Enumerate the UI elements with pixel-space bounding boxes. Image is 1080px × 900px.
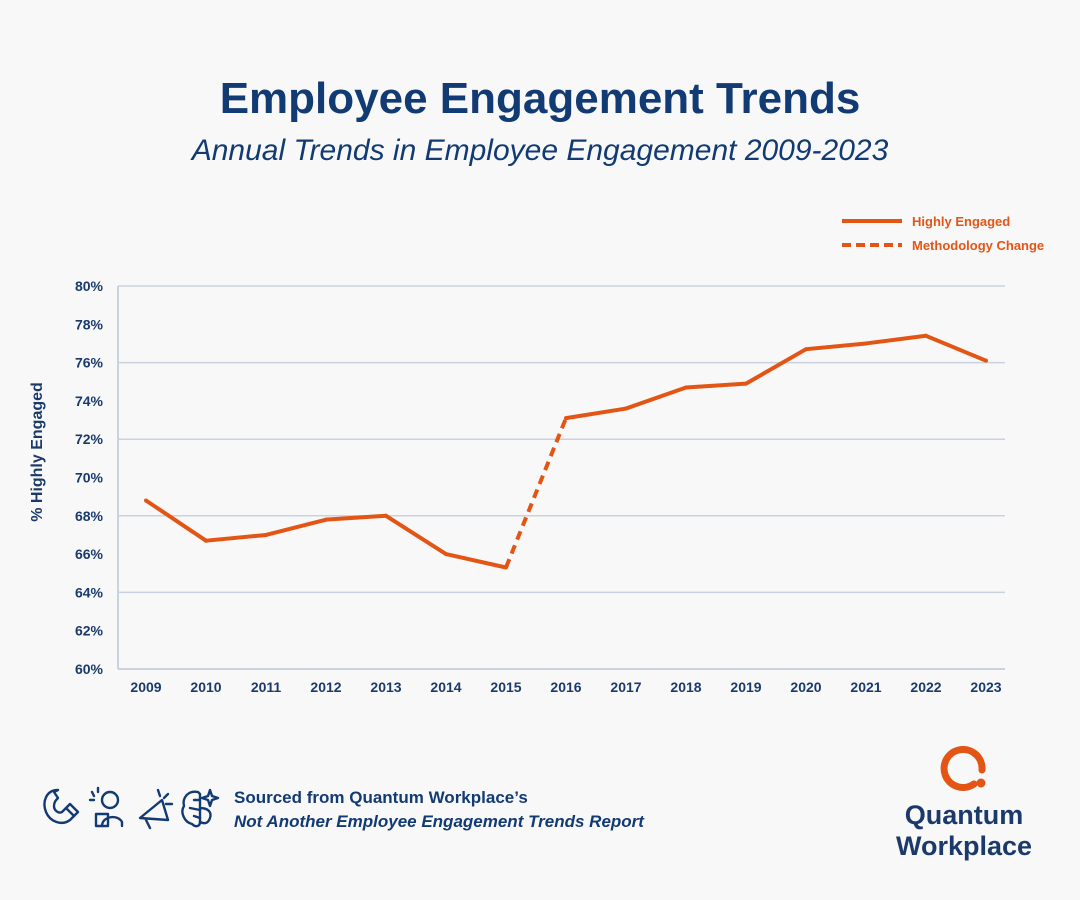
data-point (864, 341, 868, 346)
data-point (504, 565, 508, 570)
people-icon (88, 786, 124, 828)
data-point (564, 416, 568, 421)
data-point (984, 358, 988, 363)
y-tick-label: 62% (75, 623, 104, 639)
x-tick-label: 2011 (251, 679, 282, 695)
series-line-pre-2016 (144, 498, 507, 570)
source-line-2: Not Another Employee Engagement Trends R… (234, 812, 644, 831)
x-tick-label: 2020 (790, 679, 821, 695)
x-tick-label: 2009 (130, 679, 161, 695)
source-line-1: Sourced from Quantum Workplace’s (234, 788, 528, 807)
x-tick-label: 2013 (370, 679, 401, 695)
y-tick-label: 76% (75, 355, 104, 371)
y-tick-label: 60% (75, 661, 104, 677)
series-line-post-2016 (565, 333, 987, 421)
page-title: Employee Engagement Trends (219, 74, 861, 123)
y-axis-label: % Highly Engaged (29, 382, 46, 522)
x-tick-label: 2012 (310, 679, 341, 695)
y-tick-label: 64% (75, 584, 104, 600)
logo-text-2: Workplace (895, 831, 1033, 861)
x-tick-label: 2021 (850, 679, 881, 695)
brain-icon (181, 788, 220, 828)
y-tick-label: 66% (75, 546, 104, 562)
data-point (324, 517, 328, 522)
source-note: Sourced from Quantum Workplace’s Not Ano… (234, 786, 644, 834)
legend-label-methodology-change: Methodology Change (912, 238, 1044, 253)
y-tick-label: 68% (75, 508, 104, 524)
data-point (384, 513, 388, 518)
y-tick-label: 74% (75, 393, 104, 409)
data-point (804, 347, 808, 352)
y-tick-label: 78% (75, 316, 104, 332)
legend-label-highly-engaged: Highly Engaged (912, 214, 1010, 229)
data-point (204, 538, 208, 543)
data-point (924, 333, 928, 338)
y-tick-label: 80% (75, 278, 104, 294)
data-point (444, 552, 448, 557)
x-tick-label: 2015 (490, 679, 521, 695)
y-tick-label: 72% (75, 431, 104, 447)
x-tick-label: 2023 (970, 679, 1001, 695)
x-tick-label: 2016 (550, 679, 581, 695)
x-tick-label: 2018 (670, 679, 701, 695)
page-subtitle: Annual Trends in Employee Engagement 200… (191, 134, 889, 167)
x-tick-label: 2019 (730, 679, 761, 695)
megaphone-icon (138, 788, 174, 830)
data-point (684, 385, 688, 390)
methodology-change-segment (504, 417, 568, 569)
quantum-workplace-logo: Quantum Workplace (894, 745, 1034, 861)
x-tick-label: 2010 (190, 679, 221, 695)
magnet-icon (43, 788, 80, 824)
legend: Highly Engaged Methodology Change (842, 214, 1044, 253)
data-point (264, 532, 268, 537)
x-tick-label: 2017 (610, 679, 641, 695)
x-tick-label: 2022 (910, 679, 941, 695)
data-point (744, 381, 748, 386)
y-tick-label: 70% (75, 470, 104, 486)
x-tick-label: 2014 (430, 679, 461, 695)
footer-icons (40, 786, 220, 835)
data-point (144, 498, 148, 503)
data-point (624, 406, 628, 411)
logo-q-icon (940, 745, 986, 791)
logo-text-1: Quantum (904, 800, 1024, 830)
